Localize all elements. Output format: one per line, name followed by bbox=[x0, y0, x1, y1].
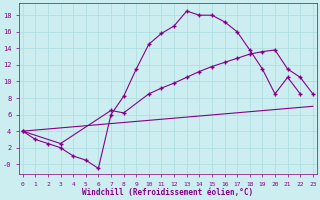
X-axis label: Windchill (Refroidissement éolien,°C): Windchill (Refroidissement éolien,°C) bbox=[82, 188, 253, 197]
